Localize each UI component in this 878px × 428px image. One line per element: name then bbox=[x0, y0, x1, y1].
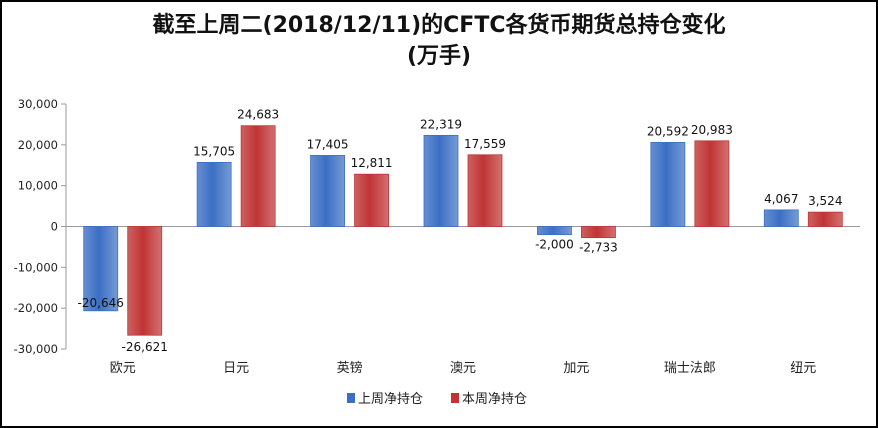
bar-last-week bbox=[763, 209, 799, 227]
data-label: 17,559 bbox=[464, 137, 506, 151]
data-label: -2,733 bbox=[579, 241, 618, 255]
y-tick-label: 10,000 bbox=[18, 179, 58, 193]
legend-swatch bbox=[347, 393, 355, 403]
data-label: 12,811 bbox=[351, 156, 393, 170]
data-label: 20,592 bbox=[647, 124, 689, 138]
legend-swatch bbox=[451, 393, 459, 403]
x-category-label: 瑞士法郎 bbox=[664, 361, 716, 376]
bar-this-week bbox=[694, 140, 730, 227]
bar-last-week bbox=[310, 155, 345, 227]
data-label: 15,705 bbox=[193, 144, 235, 158]
x-category-label: 日元 bbox=[223, 361, 249, 376]
data-label: 24,683 bbox=[237, 108, 279, 122]
x-category-label: 纽元 bbox=[790, 361, 816, 376]
data-label: 3,524 bbox=[808, 194, 842, 208]
data-label: -2,000 bbox=[535, 238, 574, 252]
bar-last-week bbox=[423, 134, 459, 227]
x-category-label: 欧元 bbox=[110, 361, 136, 376]
chart-title-block: 截至上周二(2018/12/11)的CFTC各货币期货总持仓变化 (万手) bbox=[0, 10, 878, 72]
x-category-label: 加元 bbox=[563, 361, 589, 376]
data-label: 22,319 bbox=[420, 117, 462, 131]
chart-subtitle: (万手) bbox=[406, 44, 472, 69]
data-label: -20,646 bbox=[78, 296, 124, 310]
bar-this-week bbox=[581, 226, 616, 239]
bar-last-week bbox=[650, 142, 686, 227]
bar-this-week bbox=[240, 125, 276, 227]
y-tick-label: -20,000 bbox=[14, 301, 58, 315]
y-tick-label: 20,000 bbox=[18, 138, 58, 152]
bar-this-week bbox=[354, 173, 389, 227]
bar-last-week bbox=[196, 161, 232, 227]
data-label: 20,983 bbox=[691, 123, 733, 137]
y-tick-label: -30,000 bbox=[14, 342, 58, 356]
bar-this-week bbox=[807, 211, 843, 227]
bar-this-week bbox=[467, 154, 503, 227]
chart-title: 截至上周二(2018/12/11)的CFTC各货币期货总持仓变化 bbox=[152, 13, 726, 38]
data-label: -26,621 bbox=[122, 340, 168, 354]
data-label: 4,067 bbox=[764, 192, 798, 206]
data-label: 17,405 bbox=[307, 137, 349, 151]
y-tick-label: -10,000 bbox=[14, 260, 58, 274]
x-category-label: 英镑 bbox=[337, 360, 363, 376]
y-tick-label: 30,000 bbox=[18, 97, 58, 111]
bar-last-week bbox=[537, 226, 572, 236]
y-tick-label: 0 bbox=[51, 220, 58, 234]
legend-label: 本周净持仓 bbox=[462, 392, 527, 407]
legend-label: 上周净持仓 bbox=[358, 392, 423, 407]
bar-last-week bbox=[83, 226, 119, 312]
bar-this-week bbox=[127, 226, 163, 336]
x-category-label: 澳元 bbox=[450, 360, 476, 376]
